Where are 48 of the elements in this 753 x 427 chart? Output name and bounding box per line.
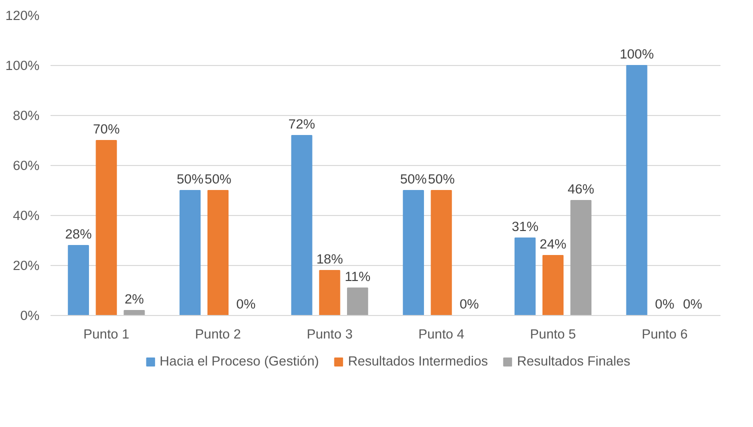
data-label: 0% [655,296,674,312]
x-tick-label: Punto 5 [530,326,576,342]
data-label: 50% [428,172,455,186]
data-label: 50% [176,172,204,186]
bar [207,190,229,316]
bar [68,245,89,316]
bar [347,288,368,316]
bar [124,310,145,316]
y-tick-label: 120% [5,8,40,23]
data-label: 28% [65,226,92,242]
x-tick-label: Punto 4 [418,326,465,342]
bar [514,238,536,316]
data-label: 11% [344,269,371,284]
data-label: 46% [568,182,594,196]
bar [430,190,452,316]
data-label: 70% [92,122,120,136]
data-label: 18% [316,252,344,266]
data-label: 0% [682,296,702,312]
x-tick-label: Punto 3 [306,326,353,342]
data-label: 24% [540,236,566,252]
data-label: 0% [236,296,256,312]
x-tick-label: Punto 6 [642,326,688,342]
x-tick-label: Punto 1 [83,326,130,342]
bar [96,140,117,316]
y-tick-label: 40% [12,208,40,223]
legend-label: Hacia el Proceso (Gestión) [160,354,319,368]
y-tick-label: 60% [12,158,40,173]
y-tick-label: 80% [12,108,40,123]
bar [319,270,340,316]
y-tick-label: 20% [12,258,40,273]
data-label: 100% [620,46,654,62]
data-label: 2% [124,292,144,306]
bar [570,200,592,316]
bar [291,135,312,316]
data-label: 72% [288,116,316,132]
bar [180,190,201,316]
legend-label: Resultados Intermedios [348,354,488,368]
legend-label: Resultados Finales [516,354,630,368]
y-tick-label: 100% [5,58,40,73]
bar [542,255,564,316]
data-label: 50% [204,172,232,186]
x-tick-label: Punto 2 [195,326,241,342]
bar [626,65,648,316]
y-tick-label: 0% [20,308,40,323]
data-label: 50% [400,172,427,186]
bar [402,190,424,316]
data-label: 0% [460,296,480,312]
data-label: 31% [512,219,539,234]
